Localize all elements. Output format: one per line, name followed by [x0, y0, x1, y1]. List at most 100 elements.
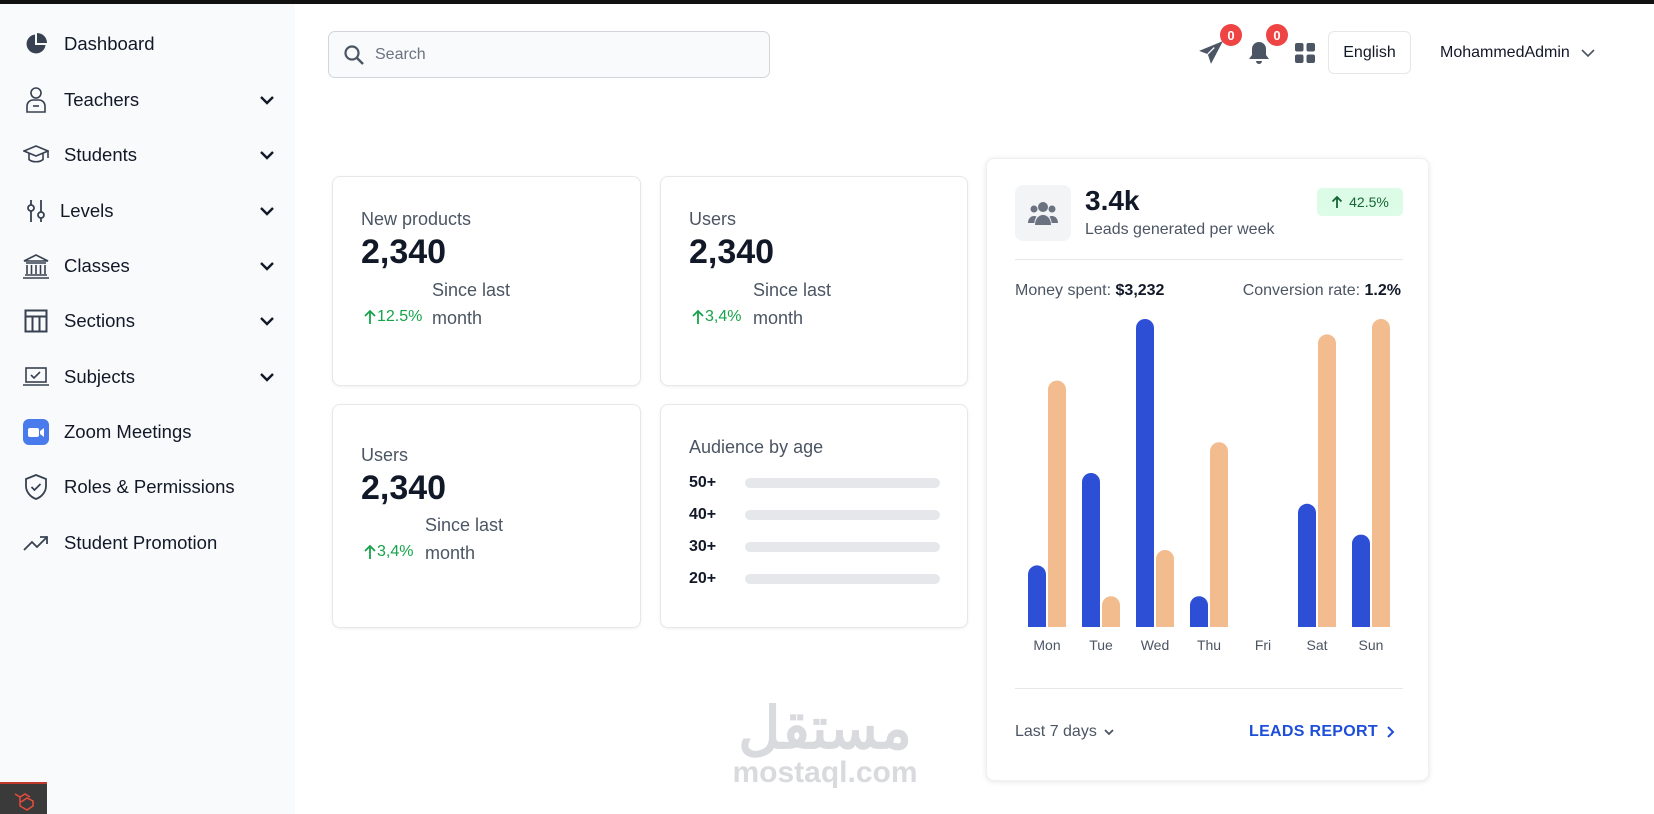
leads-report-link[interactable]: LEADS REPORT	[1249, 723, 1396, 741]
date-range-dropdown[interactable]: Last 7 days	[1015, 723, 1115, 741]
chevron-right-icon	[1387, 726, 1395, 738]
conversion-rate-value: 1.2%	[1364, 282, 1401, 299]
notifications-button[interactable]: 0	[1244, 24, 1288, 68]
bar-thu-series-2	[1210, 442, 1228, 636]
table-layout-icon	[22, 307, 50, 335]
bar-mon-series-2	[1048, 380, 1066, 636]
sidebar-item-zoom-meetings[interactable]: Zoom Meetings	[22, 412, 277, 452]
card-audience-by-age: Audience by age 50+ 40+ 30+ 20+	[660, 404, 968, 628]
bar-thu-series-1	[1190, 596, 1208, 636]
apps-button[interactable]	[1290, 38, 1320, 68]
chevron-down-icon[interactable]	[257, 256, 277, 276]
leads-report-label: LEADS REPORT	[1249, 723, 1378, 740]
age-bar-track	[745, 542, 940, 552]
messages-button[interactable]: 0	[1196, 24, 1242, 68]
zoom-video-icon	[22, 418, 50, 446]
leads-bar-chart: Mon Tue Wed Thu Fri Sat Sun	[1015, 319, 1403, 653]
watermark-logo: مستقل mostaql.com	[720, 700, 930, 788]
card-new-products: New products 2,340 12.5% Since last mont…	[332, 176, 641, 386]
user-menu[interactable]: MohammedAdmin	[1440, 40, 1596, 66]
divider	[1015, 688, 1403, 689]
sidebar-item-dashboard[interactable]: Dashboard	[22, 24, 277, 64]
age-group-row: 30+	[689, 537, 941, 557]
card-title: New products	[361, 209, 472, 229]
bar-tue-series-2	[1102, 596, 1120, 636]
graduation-cap-icon	[22, 141, 50, 169]
bar-sun-series-2	[1372, 319, 1390, 636]
card-value: 2,340	[361, 469, 447, 507]
arrow-up-icon	[1332, 195, 1343, 208]
sidebar-item-sections[interactable]: Sections	[22, 301, 277, 341]
card-users: Users 2,340 3,4% Since last month	[660, 176, 968, 386]
x-tick-label: Mon	[1033, 637, 1060, 653]
age-group-row: 50+	[689, 473, 941, 493]
trend-up: 12.5%	[363, 308, 422, 326]
chevron-down-icon[interactable]	[257, 90, 277, 110]
x-tick-label: Thu	[1197, 637, 1221, 653]
sidebar-item-subjects[interactable]: Subjects	[22, 357, 277, 397]
bar-wed-series-2	[1156, 550, 1174, 636]
window-top-border	[0, 0, 1654, 4]
sidebar-item-label: Zoom Meetings	[64, 421, 192, 442]
age-group-row: 40+	[689, 505, 941, 525]
leads-subtitle: Leads generated per week	[1085, 221, 1275, 238]
card-title: Users	[689, 209, 737, 229]
date-range-label: Last 7 days	[1015, 723, 1097, 740]
card-title: Users	[361, 445, 409, 465]
sidebar-item-label: Subjects	[64, 366, 135, 387]
bar-mon-series-1	[1028, 565, 1046, 636]
money-spent-value: $3,232	[1115, 282, 1165, 299]
chevron-down-icon[interactable]	[257, 311, 277, 331]
x-tick-label: Tue	[1089, 637, 1113, 653]
chevron-down-icon[interactable]	[257, 367, 277, 387]
chart-baseline-mask	[1015, 627, 1403, 639]
watermark-arabic: مستقل	[738, 696, 912, 761]
user-name: MohammedAdmin	[1440, 44, 1570, 61]
conversion-rate: Conversion rate: 1.2%	[1243, 282, 1401, 300]
chevron-down-icon[interactable]	[257, 145, 277, 165]
sidebar-item-levels[interactable]: Levels	[22, 191, 277, 231]
search-icon	[344, 44, 364, 65]
users-group-icon	[1015, 185, 1071, 241]
chevron-down-icon[interactable]	[257, 201, 277, 221]
bar-sun-series-1	[1352, 534, 1370, 636]
sidebar-item-label: Teachers	[64, 89, 140, 110]
x-tick-label: Sat	[1306, 637, 1327, 653]
card-value: 2,340	[689, 233, 775, 271]
age-group-row: 20+	[689, 569, 941, 589]
laptop-check-icon	[22, 363, 50, 391]
sidebar-item-classes[interactable]: Classes	[22, 246, 277, 286]
teacher-icon	[22, 86, 50, 114]
apps-grid-icon	[1295, 43, 1315, 63]
bar-wed-series-1	[1136, 319, 1154, 636]
trend-value: 3,4%	[705, 308, 742, 325]
building-columns-icon	[22, 252, 50, 280]
since-label: Since last month	[432, 280, 511, 328]
bar-tue-series-1	[1082, 473, 1100, 636]
card-value: 2,340	[361, 233, 447, 271]
search-input[interactable]	[375, 45, 755, 64]
sidebar-item-teachers[interactable]: Teachers	[22, 80, 277, 120]
bar-sat-series-2	[1318, 334, 1336, 636]
trend-value: 3,4%	[377, 543, 414, 560]
age-bar-track	[745, 574, 940, 584]
sidebar-item-students[interactable]: Students	[22, 135, 277, 175]
sidebar-item-label: Classes	[64, 255, 130, 276]
pie-chart-icon	[22, 30, 50, 58]
sidebar-item-label: Dashboard	[64, 33, 155, 54]
notifications-count-badge: 0	[1266, 24, 1288, 46]
bar-sat-series-1	[1298, 503, 1316, 636]
card-users-secondary: Users 2,340 3,4% Since last month	[332, 404, 641, 628]
sidebar-item-roles-permissions[interactable]: Roles & Permissions	[22, 467, 277, 507]
language-button[interactable]: English	[1328, 31, 1411, 74]
age-bar-track	[745, 478, 940, 488]
x-tick-label: Wed	[1141, 637, 1170, 653]
leads-change-value: 42.5%	[1349, 194, 1389, 210]
sidebar-item-label: Student Promotion	[64, 532, 218, 553]
search-box[interactable]	[328, 31, 770, 78]
arrow-up-icon	[364, 544, 376, 559]
x-tick-label: Sun	[1359, 637, 1384, 653]
sidebar-item-label: Levels	[60, 200, 114, 221]
paper-plane-icon	[1199, 41, 1223, 64]
sidebar-item-student-promotion[interactable]: Student Promotion	[22, 523, 277, 563]
